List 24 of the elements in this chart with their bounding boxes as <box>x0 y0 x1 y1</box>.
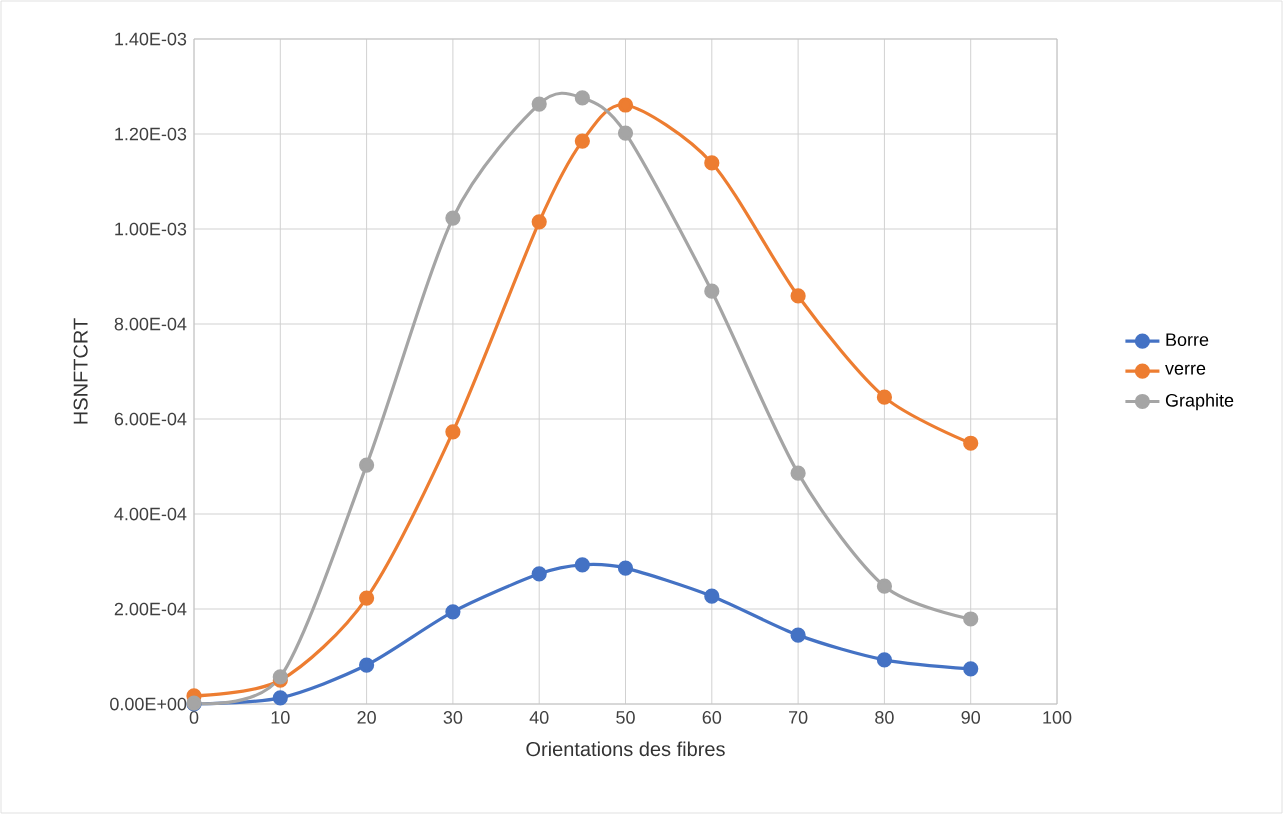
x-tick-label: 50 <box>616 711 635 724</box>
y-axis-title: HSNFTCRT <box>73 318 88 424</box>
x-tick-label: 20 <box>357 711 376 724</box>
x-tick-label: 100 <box>1043 711 1072 724</box>
legend-label: verre <box>1165 364 1206 375</box>
legend-label: Borre <box>1166 333 1209 347</box>
y-tick-label: 6.00E-04 <box>114 412 187 426</box>
legend-label: Graphite <box>1165 393 1234 411</box>
x-tick-label: 30 <box>443 711 463 724</box>
y-tick-label: 4.00E-04 <box>114 507 187 521</box>
x-tick-label: 40 <box>529 711 549 724</box>
x-tick-label: 0 <box>189 711 199 724</box>
x-tick-label: 10 <box>271 711 290 724</box>
x-axis-title: Orientations des fibres <box>526 741 725 757</box>
y-tick-label: 0.00E+00 <box>110 697 187 711</box>
y-tick-label: 1.40E-03 <box>115 32 187 46</box>
x-tick-label: 70 <box>789 711 808 724</box>
y-tick-label: 2.00E-04 <box>114 602 187 616</box>
y-tick-label: 8.00E-04 <box>114 317 187 331</box>
x-tick-label: 80 <box>875 711 894 724</box>
y-tick-label: 1.20E-03 <box>115 127 187 141</box>
x-tick-label: 60 <box>702 711 722 724</box>
x-tick-label: 90 <box>961 711 981 724</box>
y-tick-label: 1.00E-03 <box>115 222 187 236</box>
